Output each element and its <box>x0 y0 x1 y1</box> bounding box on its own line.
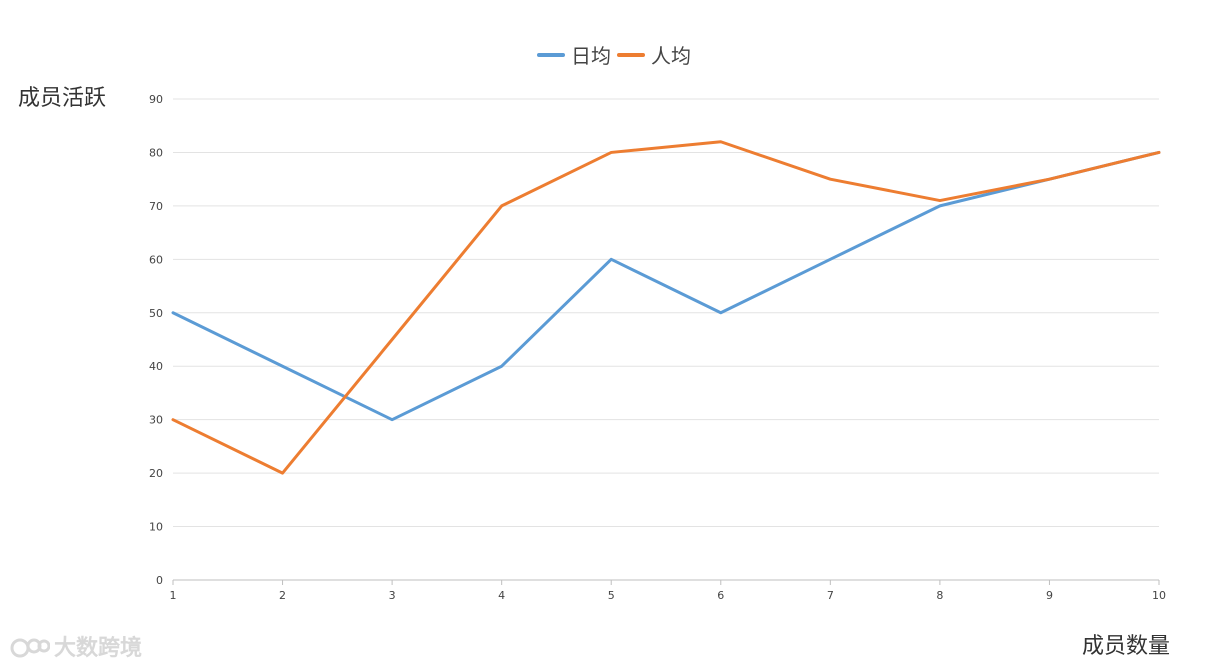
x-axis-label: 成员数量 <box>1081 634 1170 659</box>
y-tick-label: 0 <box>156 574 163 587</box>
x-tick-label: 10 <box>1152 589 1166 602</box>
series-line-1 <box>171 150 1161 422</box>
y-tick-label: 10 <box>149 521 163 534</box>
legend-swatch-series-2 <box>617 52 645 57</box>
y-tick-label: 30 <box>149 414 163 427</box>
watermark-text: 大数跨境 <box>54 636 143 661</box>
x-tick-label: 1 <box>170 589 177 602</box>
x-tick-label: 5 <box>608 589 615 602</box>
y-tick-label: 90 <box>149 93 163 106</box>
legend-label-series-1: 日均 <box>571 44 611 68</box>
watermark: 大数跨境 <box>10 630 142 662</box>
y-tick-label: 20 <box>149 467 163 480</box>
y-tick-label: 70 <box>149 200 163 213</box>
x-tick-label: 8 <box>936 589 943 602</box>
legend-label-series-2: 人均 <box>651 44 691 68</box>
series-line-2 <box>171 140 1161 475</box>
x-tick-label: 9 <box>1046 589 1053 602</box>
x-tick-label: 2 <box>279 589 286 602</box>
x-tick-label: 6 <box>717 589 724 602</box>
watermark-logo-icon <box>10 638 50 658</box>
y-axis-label: 成员活跃 <box>18 86 107 111</box>
y-tick-label: 40 <box>149 360 163 373</box>
legend-swatch-series-1 <box>537 52 565 57</box>
y-tick-label: 80 <box>149 146 163 159</box>
x-tick-label: 7 <box>827 589 834 602</box>
y-tick-label: 50 <box>149 307 163 320</box>
legend-item-series-2: 人均 <box>617 40 691 69</box>
chart-legend: 日均 人均 <box>0 40 1228 69</box>
x-tick-label: 4 <box>498 589 505 602</box>
x-tick-label: 3 <box>389 589 396 602</box>
legend-item-series-1: 日均 <box>537 40 611 69</box>
y-tick-label: 60 <box>149 253 163 266</box>
